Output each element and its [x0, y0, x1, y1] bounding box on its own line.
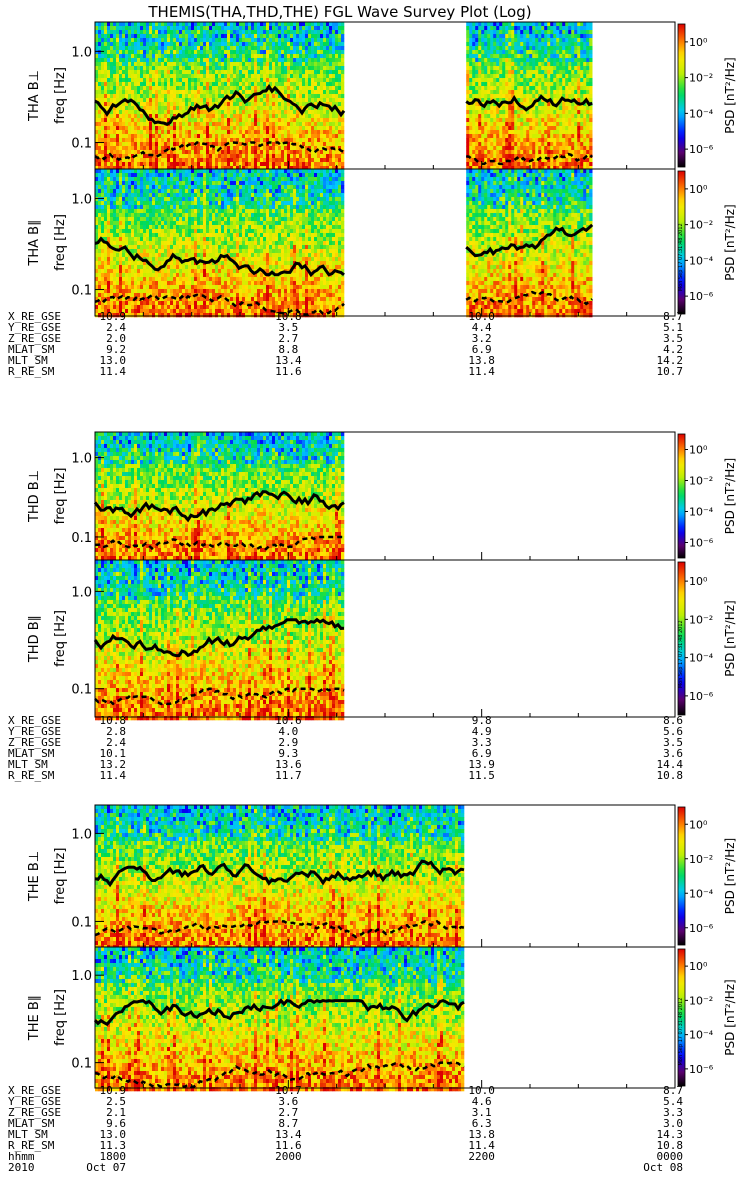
colorbar-gradient [678, 24, 685, 167]
ephemeris-row-name: R_RE_SM [8, 769, 55, 782]
ephemeris-value: 2000 [275, 1150, 302, 1163]
panel-ylabel: THD B⊥ [27, 470, 42, 523]
y-tick-label: 1.0 [71, 585, 92, 600]
spectrogram-panel: 1.0 0.1 THD B∥ freq [Hz] [27, 560, 675, 720]
colorbar-tick-label: 10⁻⁴ [689, 1029, 714, 1042]
panel-ylabel: THE B∥ [27, 995, 42, 1041]
colorbar-tick-label: 10⁻⁶ [689, 690, 714, 703]
colorbar-gradient [678, 807, 685, 945]
y-tick-label: 0.1 [71, 531, 92, 546]
colorbar-tick-label: 10⁻⁴ [689, 107, 714, 120]
ephemeris-block: X_RE_GSE 10.9 10.7 10.0 8.7Y_RE_GSE 2.5 3.6 4.6… [8, 1084, 683, 1174]
spectrogram-cells [466, 22, 592, 170]
y-tick-label: 1.0 [71, 192, 92, 207]
ephemeris-row-name: 2010 [8, 1161, 35, 1174]
colorbar-tick-label: 10⁰ [689, 818, 708, 831]
colorbar: 10⁰ 10⁻² 10⁻⁴ 10⁻⁶ PSD [nT²/Hz] Mon Sep 17 07… [678, 949, 737, 1086]
spectrogram-panel: 1.0 0.1 THA B∥ freq [Hz] [27, 169, 675, 317]
colorbar-label: PSD [nT²/Hz] [723, 979, 737, 1055]
y-tick-label: 0.1 [71, 683, 92, 698]
colorbar-tick-label: 10⁻² [689, 219, 713, 232]
colorbar-tick-label: 10⁻² [689, 853, 713, 866]
ephemeris-value: Oct 07 [86, 1161, 126, 1174]
panel-ylabel: THA B⊥ [27, 70, 42, 122]
colorbar-tick-label: 10⁻⁴ [689, 887, 714, 900]
spectrogram-cells [466, 169, 592, 317]
y-tick-label: 0.1 [71, 1057, 92, 1072]
panel-unit-label: freq [Hz] [53, 989, 68, 1046]
y-tick-label: 0.1 [71, 284, 92, 299]
y-tick-label: 1.0 [71, 452, 92, 467]
colorbar-tick-label: 10⁰ [689, 575, 708, 588]
timestamp-stamp: Mon Sep 17 07:31:48 2012 [678, 998, 684, 1066]
colorbar-tick-label: 10⁻⁴ [689, 254, 714, 267]
ephemeris-block: X_RE_GSE 10.9 10.8 10.0 8.7Y_RE_GSE 2.4 3.5 4.4… [8, 310, 683, 378]
colorbar: 10⁰ 10⁻² 10⁻⁴ 10⁻⁶ PSD [nT²/Hz] [678, 807, 737, 945]
panel-ylabel: THD B∥ [27, 615, 42, 663]
ephemeris-row-name: R_RE_SM [8, 365, 55, 378]
timestamp-stamp: Mon Sep 17 07:31:48 2012 [678, 223, 684, 291]
timestamp-stamp: Mon Sep 17 07:31:48 2012 [678, 620, 684, 688]
spectrogram-panel: 1.0 0.1 THE B⊥ freq [Hz] [27, 805, 675, 949]
colorbar-label: PSD [nT²/Hz] [723, 204, 737, 280]
ephemeris-value: 10.7 [657, 365, 684, 378]
colorbar-tick-label: 10⁰ [689, 444, 708, 457]
colorbar-tick-label: 10⁻² [689, 613, 713, 626]
colorbar-tick-label: 10⁻⁶ [689, 290, 714, 303]
colorbar-tick-label: 10⁻⁶ [689, 922, 714, 935]
colorbar-tick-label: 10⁰ [689, 183, 708, 196]
colorbar: 10⁰ 10⁻² 10⁻⁴ 10⁻⁶ PSD [nT²/Hz] [678, 24, 737, 167]
y-tick-label: 0.1 [71, 137, 92, 152]
y-tick-label: 1.0 [71, 827, 92, 842]
colorbar-tick-label: 10⁻⁶ [689, 537, 714, 550]
colorbar-tick-label: 10⁰ [689, 36, 708, 49]
colorbar-tick-label: 10⁻⁶ [689, 1063, 714, 1076]
ephemeris-value: 11.7 [275, 769, 302, 782]
panel-unit-label: freq [Hz] [53, 214, 68, 271]
colorbar-tick-label: 10⁻² [689, 994, 713, 1007]
colorbar-tick-label: 10⁻² [689, 475, 713, 488]
colorbar: 10⁰ 10⁻² 10⁻⁴ 10⁻⁶ PSD [nT²/Hz] [678, 434, 737, 558]
spectrogram-panel: 1.0 0.1 THE B∥ freq [Hz] [27, 947, 675, 1091]
colorbar: 10⁰ 10⁻² 10⁻⁴ 10⁻⁶ PSD [nT²/Hz] Mon Sep 17 07… [678, 562, 737, 715]
colorbar-label: PSD [nT²/Hz] [723, 600, 737, 676]
colorbar-tick-label: 10⁻⁴ [689, 652, 714, 665]
ephemeris-block: X_RE_GSE 10.8 10.6 9.8 8.6Y_RE_GSE 2.8 4.0 4.9 5… [8, 714, 683, 782]
figure-title: THEMIS(THA,THD,THE) FGL Wave Survey Plot… [147, 3, 531, 21]
ephemeris-value: 11.4 [100, 769, 127, 782]
ephemeris-value: 11.6 [275, 365, 302, 378]
colorbar-label: PSD [nT²/Hz] [723, 57, 737, 133]
panel-unit-label: freq [Hz] [53, 67, 68, 124]
spectrogram-panel: 1.0 0.1 THA B⊥ freq [Hz] [27, 22, 675, 170]
panel-unit-label: freq [Hz] [53, 610, 68, 667]
colorbar-tick-label: 10⁰ [689, 960, 708, 973]
colorbar-tick-label: 10⁻² [689, 72, 713, 85]
colorbar: 10⁰ 10⁻² 10⁻⁴ 10⁻⁶ PSD [nT²/Hz] Mon Sep 17 07… [678, 171, 737, 314]
panel-ylabel: THE B⊥ [27, 851, 42, 902]
spectrogram-cells [95, 169, 344, 317]
y-tick-label: 1.0 [71, 969, 92, 984]
y-tick-label: 0.1 [71, 915, 92, 930]
panel-ylabel: THA B∥ [27, 219, 42, 266]
ephemeris-value: 10.8 [657, 769, 684, 782]
ephemeris-value: Oct 08 [643, 1161, 683, 1174]
colorbar-label: PSD [nT²/Hz] [723, 458, 737, 534]
spectrogram-cells [95, 432, 344, 560]
colorbar-tick-label: 10⁻⁴ [689, 506, 714, 519]
ephemeris-value: 11.4 [100, 365, 127, 378]
panel-unit-label: freq [Hz] [53, 848, 68, 905]
ephemeris-value: 11.5 [468, 769, 495, 782]
spectrogram-panel: 1.0 0.1 THD B⊥ freq [Hz] [27, 432, 675, 560]
colorbar-tick-label: 10⁻⁶ [689, 143, 714, 156]
y-tick-label: 1.0 [71, 45, 92, 60]
ephemeris-value: 2200 [468, 1150, 495, 1163]
panel-unit-label: freq [Hz] [53, 468, 68, 525]
colorbar-gradient [678, 434, 685, 558]
colorbar-label: PSD [nT²/Hz] [723, 838, 737, 914]
ephemeris-value: 11.4 [468, 365, 495, 378]
